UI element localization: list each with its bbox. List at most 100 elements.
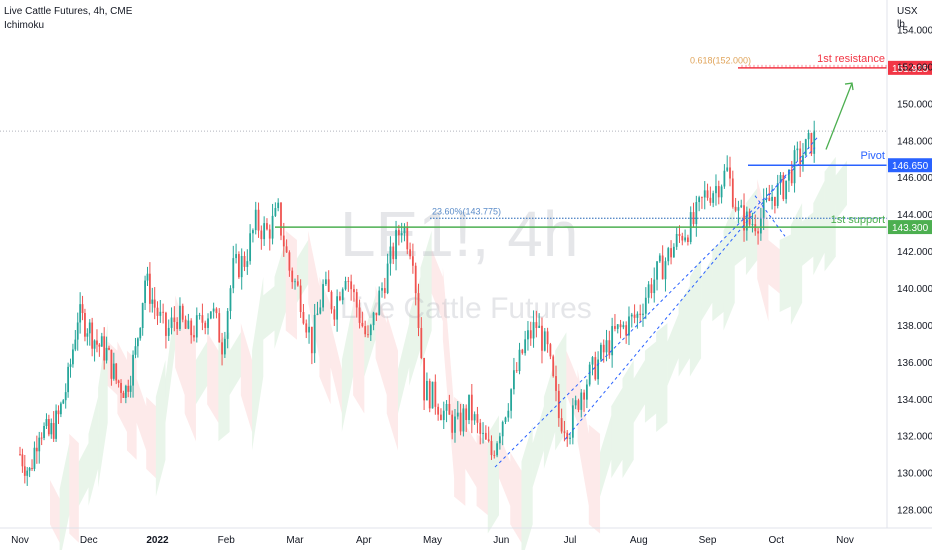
candle-body xyxy=(383,288,386,294)
candle-body xyxy=(156,307,159,316)
y-tick-label: 144.000 xyxy=(897,210,932,221)
candle-body xyxy=(299,285,302,312)
cloud-segment xyxy=(779,234,791,312)
candle-body xyxy=(543,331,546,351)
candle-body xyxy=(802,155,804,165)
fib-618-label: 0.618(152.000) xyxy=(690,55,751,65)
candle-body xyxy=(810,132,813,154)
indicator-label[interactable]: Ichimoku xyxy=(4,20,45,31)
candle-body xyxy=(296,281,299,286)
cloud-segment xyxy=(155,360,166,497)
candle-body xyxy=(38,437,41,452)
candle-body xyxy=(369,325,372,336)
cloud-segment xyxy=(644,341,657,423)
candle-body xyxy=(263,223,266,240)
candle-body xyxy=(212,308,215,312)
candle-body xyxy=(268,229,271,239)
watermark-name: Live Cattle Futures xyxy=(340,292,592,325)
candle-body xyxy=(260,230,263,240)
candle-body xyxy=(518,349,521,372)
candle-body xyxy=(246,261,249,267)
candle-body xyxy=(630,314,633,317)
candle-body xyxy=(74,339,77,350)
cloud-segment xyxy=(126,350,137,460)
cloud-segment xyxy=(622,360,634,479)
x-tick-label: May xyxy=(423,535,442,546)
cloud-segment xyxy=(633,360,645,423)
candle-body xyxy=(26,470,29,476)
candle-body xyxy=(86,333,89,337)
candle-body xyxy=(470,394,473,421)
trendline-short[interactable] xyxy=(754,195,786,237)
candle-body xyxy=(381,288,383,291)
candle-body xyxy=(465,408,468,421)
candle-body xyxy=(490,441,493,456)
candle-body xyxy=(190,320,193,336)
cloud-segment xyxy=(532,406,544,488)
cloud-segment xyxy=(218,332,230,442)
candle-body xyxy=(535,322,538,328)
candle-body xyxy=(574,400,577,406)
cloud-segment xyxy=(499,433,511,506)
candle-body xyxy=(406,227,409,250)
candle-body xyxy=(527,330,529,340)
candle-body xyxy=(647,284,650,298)
candle-body xyxy=(148,273,151,304)
candle-body xyxy=(358,307,361,323)
candle-body xyxy=(141,303,144,329)
candle-body xyxy=(771,196,773,201)
candle-body xyxy=(664,261,667,280)
candle-body xyxy=(291,270,294,283)
price-unit-bottom: lb xyxy=(897,19,905,30)
candle-body xyxy=(560,418,563,432)
candle-body xyxy=(151,299,154,304)
candle-body xyxy=(687,237,689,242)
candle-body xyxy=(355,292,358,308)
y-tick-label: 150.000 xyxy=(897,99,932,110)
candle-body xyxy=(76,322,79,340)
candle-body xyxy=(139,328,142,339)
candle-body xyxy=(305,323,308,333)
candle-body xyxy=(134,346,137,355)
candle-body xyxy=(235,254,237,259)
candle-body xyxy=(602,344,605,353)
y-tick-label: 134.000 xyxy=(897,395,932,406)
y-tick-label: 148.000 xyxy=(897,136,932,147)
candle-body xyxy=(181,305,184,320)
candle-body xyxy=(411,256,414,266)
pivot-price-tag: 146.650 xyxy=(892,161,929,172)
candle-body xyxy=(709,197,712,203)
candle-body xyxy=(108,347,110,350)
price-unit-top: USX xyxy=(897,6,918,17)
cloud-segment xyxy=(146,396,156,479)
candle-body xyxy=(257,209,260,231)
candle-body xyxy=(198,315,201,316)
candle-body xyxy=(546,331,549,345)
candle-body xyxy=(322,284,324,308)
candle-body xyxy=(57,410,60,415)
candle-body xyxy=(672,246,675,258)
projection-arrow-head xyxy=(844,82,854,91)
candle-body xyxy=(165,312,167,336)
candle-body xyxy=(521,349,524,354)
candle-body xyxy=(129,385,132,392)
candle-body xyxy=(136,338,139,347)
candle-body xyxy=(501,421,504,437)
candle-body xyxy=(153,299,156,308)
candle-body xyxy=(176,321,179,329)
projection-arrow[interactable] xyxy=(825,82,853,150)
cloud-segment xyxy=(420,230,432,368)
cloud-segment xyxy=(487,415,500,534)
x-tick-label: Nov xyxy=(836,535,854,546)
cloud-segment xyxy=(701,258,713,322)
cloud-segment xyxy=(656,323,668,432)
candle-body xyxy=(776,183,779,206)
candle-body xyxy=(496,443,498,456)
candle-body xyxy=(81,304,84,314)
candle-body xyxy=(740,205,743,208)
x-tick-label: 2022 xyxy=(146,535,169,546)
candle-body xyxy=(456,412,459,417)
candle-body xyxy=(720,186,723,198)
pivot-price-tag-bg xyxy=(888,158,932,173)
